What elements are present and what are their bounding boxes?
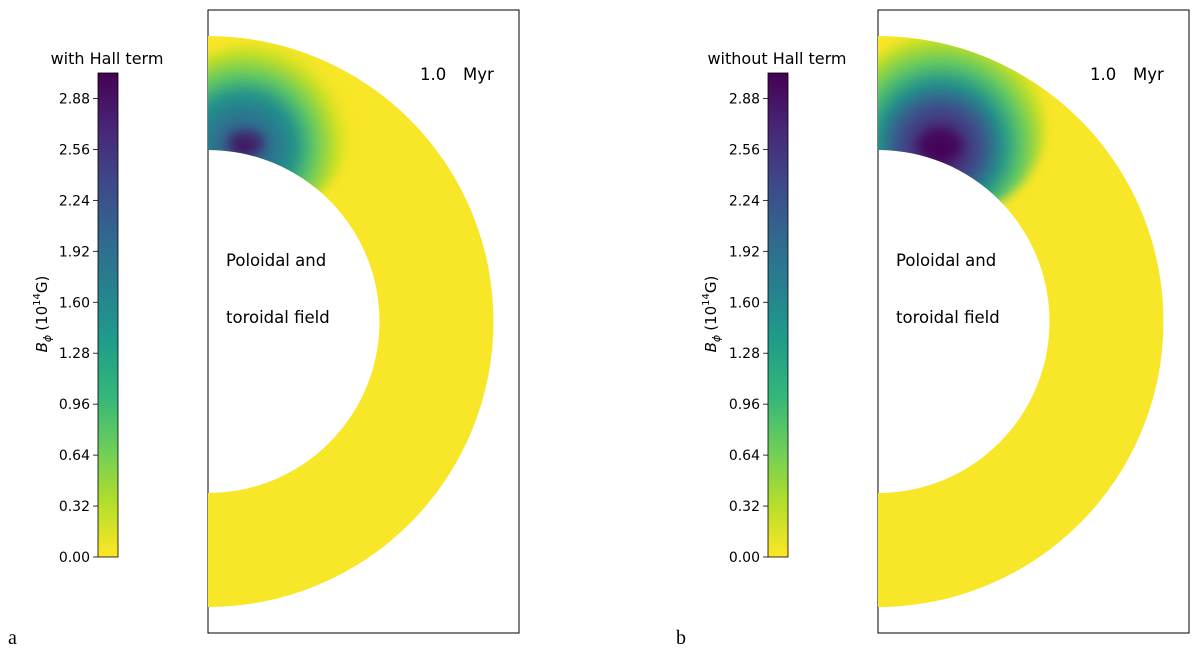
colorbar-tick-label: 2.24 [59, 193, 90, 209]
colorbar-tick-label: 0.32 [729, 499, 760, 515]
colorbar-tick-label: 0.96 [59, 397, 90, 413]
panel-letter: b [676, 627, 686, 649]
panel-b: without Hall term 0.00 0.32 0.64 0.96 1.28 1.… [676, 9, 1190, 649]
time-unit: Myr [463, 65, 494, 84]
colorbar-tick-label: 2.56 [729, 142, 760, 158]
colorbar-axis-label: Bϕ(1014G) [32, 276, 54, 353]
colorbar-axis-label: Bϕ(1014G) [701, 276, 723, 353]
panel-letter: a [8, 627, 17, 649]
colorbar [97, 72, 119, 558]
colorbar-tick-label: 1.92 [729, 244, 760, 260]
colorbar-tick-label: 1.28 [59, 346, 90, 362]
colorbar-tick-label: 1.60 [59, 295, 90, 311]
field-type-line1: Poloidal and [226, 251, 326, 270]
time-value: 1.0 [1090, 65, 1116, 84]
colorbar-tick-label: 1.28 [729, 346, 760, 362]
field-type-line2: toroidal field [226, 308, 330, 327]
colorbar-title: without Hall term [707, 49, 846, 68]
colorbar-tick-label: 1.92 [59, 244, 90, 260]
colorbar-tick-label: 1.60 [729, 295, 760, 311]
colorbar-ticks: 0.00 0.32 0.64 0.96 1.28 1.60 1.92 2.24 2.56 2.88 [59, 91, 98, 566]
time-unit: Myr [1133, 65, 1164, 84]
colorbar-tick-label: 2.24 [729, 193, 760, 209]
colorbar-tick-label: 0.32 [59, 499, 90, 515]
panel-a: with Hall term 0.00 0.32 0.64 0.96 1.28 1.60 1… [8, 9, 520, 649]
field-type-line1: Poloidal and [896, 251, 996, 270]
colorbar-title: with Hall term [51, 49, 164, 68]
colorbar-tick-label: 2.56 [59, 142, 90, 158]
time-value: 1.0 [420, 65, 446, 84]
colorbar-tick-label: 0.64 [59, 448, 90, 464]
colorbar-tick-label: 2.88 [59, 91, 90, 107]
colorbar-tick-label: 0.64 [729, 448, 760, 464]
colorbar-ticks: 0.00 0.32 0.64 0.96 1.28 1.60 1.92 2.24 2.56 2.88 [729, 91, 768, 566]
colorbar-tick-label: 0.00 [729, 550, 760, 566]
field-type-line2: toroidal field [896, 308, 1000, 327]
colorbar [767, 72, 789, 558]
colorbar-tick-label: 2.88 [729, 91, 760, 107]
colorbar-tick-label: 0.00 [59, 550, 90, 566]
colorbar-tick-label: 0.96 [729, 397, 760, 413]
